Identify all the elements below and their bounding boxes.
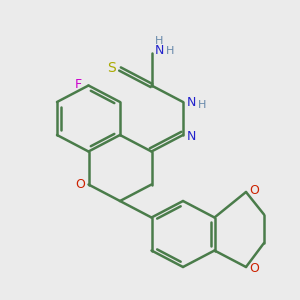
Text: N: N bbox=[187, 95, 196, 109]
Text: S: S bbox=[107, 61, 116, 74]
Text: O: O bbox=[250, 262, 259, 275]
Text: H: H bbox=[166, 46, 174, 56]
Text: N: N bbox=[155, 44, 165, 58]
Text: N: N bbox=[187, 130, 196, 143]
Text: O: O bbox=[75, 178, 85, 191]
Text: F: F bbox=[74, 77, 82, 91]
Text: H: H bbox=[198, 100, 207, 110]
Text: H: H bbox=[155, 36, 163, 46]
Text: O: O bbox=[250, 184, 259, 197]
